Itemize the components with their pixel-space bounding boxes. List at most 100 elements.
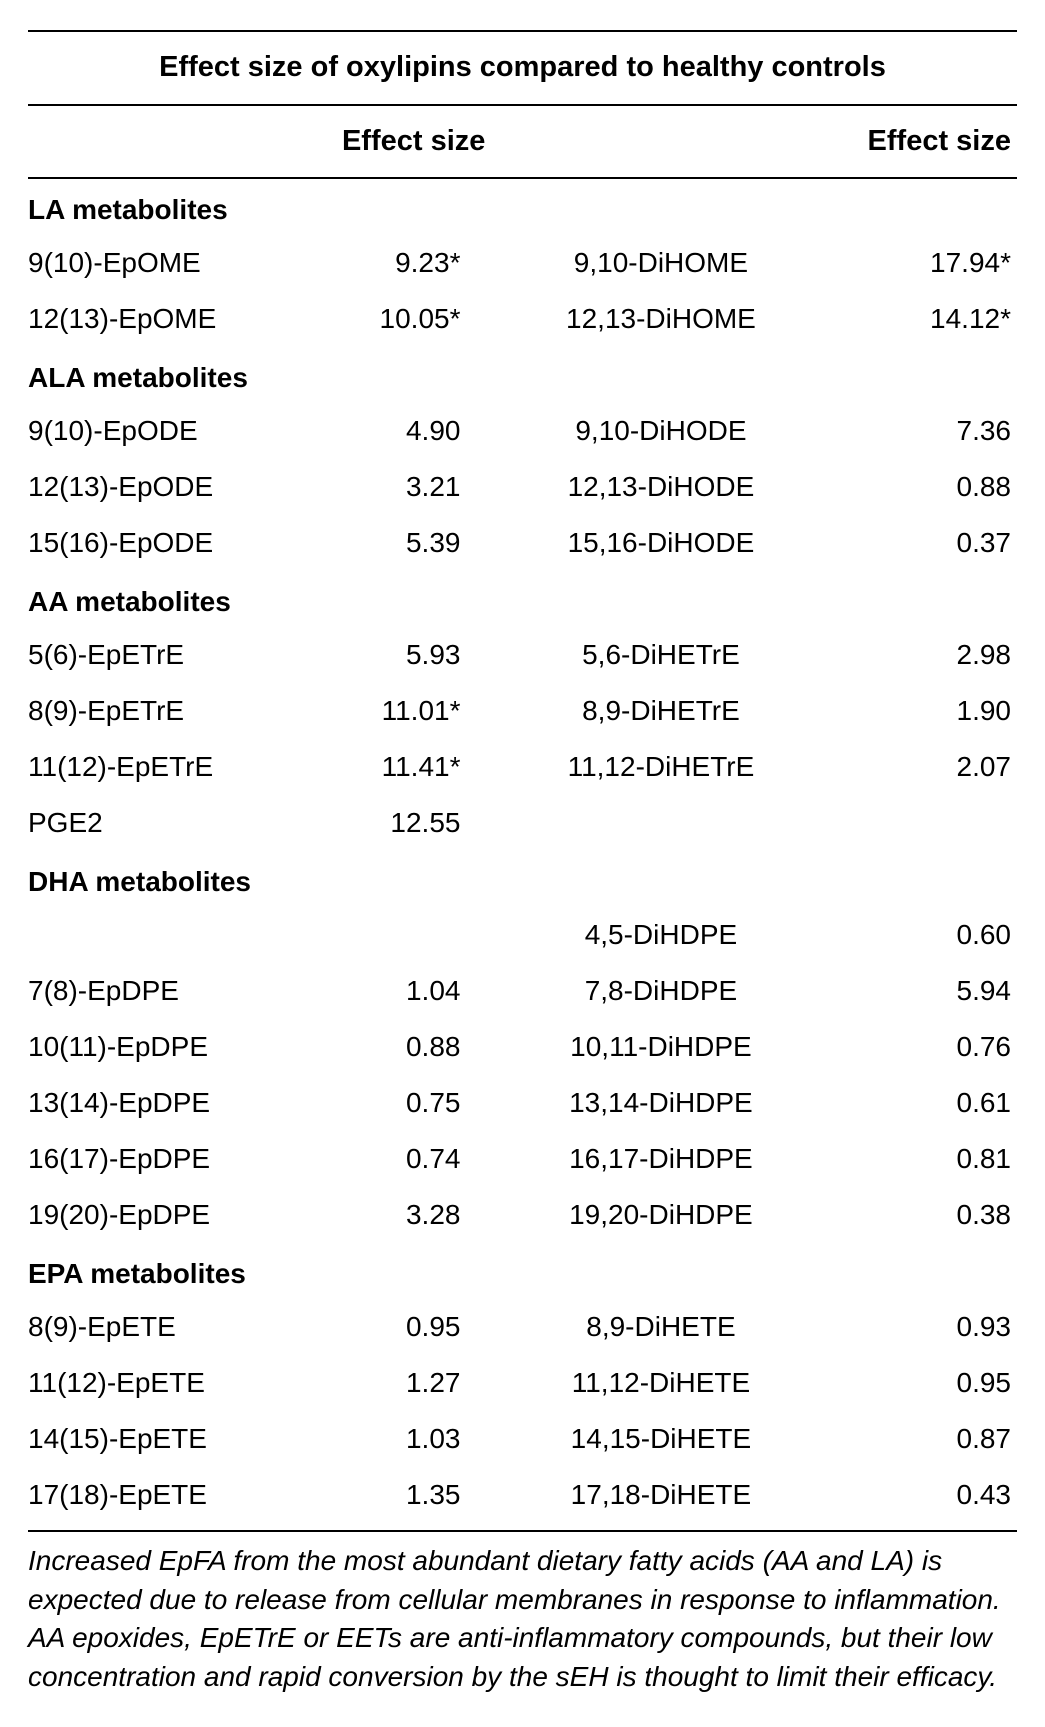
table-row: 10(11)-EpDPE0.8810,11-DiHDPE0.76 bbox=[28, 1019, 1017, 1075]
metabolite-left-name: 13(14)-EpDPE bbox=[28, 1075, 305, 1131]
effect-size-left: 9.23* bbox=[305, 235, 523, 291]
metabolite-right-name: 11,12-DiHETrE bbox=[522, 739, 799, 795]
table-row: PGE212.55 bbox=[28, 795, 1017, 851]
effect-size-right: 0.81 bbox=[799, 1131, 1017, 1187]
effect-size-right: 0.43 bbox=[799, 1467, 1017, 1531]
effect-size-right bbox=[799, 795, 1017, 851]
metabolite-left-name: 9(10)-EpOME bbox=[28, 235, 305, 291]
metabolite-right-name: 10,11-DiHDPE bbox=[522, 1019, 799, 1075]
metabolite-right-name: 15,16-DiHODE bbox=[522, 515, 799, 571]
effect-size-left: 0.75 bbox=[305, 1075, 523, 1131]
section-label: LA metabolites bbox=[28, 178, 1017, 235]
metabolite-left-name: 15(16)-EpODE bbox=[28, 515, 305, 571]
metabolite-right-name: 12,13-DiHOME bbox=[522, 291, 799, 347]
metabolite-right-name: 8,9-DiHETrE bbox=[522, 683, 799, 739]
col-header-left-name bbox=[28, 105, 305, 179]
effect-size-left: 4.90 bbox=[305, 403, 523, 459]
effect-size-right: 0.60 bbox=[799, 907, 1017, 963]
table-row: 7(8)-EpDPE1.047,8-DiHDPE5.94 bbox=[28, 963, 1017, 1019]
effect-size-left: 0.74 bbox=[305, 1131, 523, 1187]
metabolite-right-name: 9,10-DiHOME bbox=[522, 235, 799, 291]
effect-size-right: 0.37 bbox=[799, 515, 1017, 571]
metabolite-left-name bbox=[28, 907, 305, 963]
effect-size-left: 1.03 bbox=[305, 1411, 523, 1467]
effect-size-left: 0.95 bbox=[305, 1299, 523, 1355]
col-header-right-name bbox=[522, 105, 799, 179]
metabolite-left-name: 8(9)-EpETE bbox=[28, 1299, 305, 1355]
metabolite-left-name: 17(18)-EpETE bbox=[28, 1467, 305, 1531]
effect-size-right: 17.94* bbox=[799, 235, 1017, 291]
table-row: 4,5-DiHDPE0.60 bbox=[28, 907, 1017, 963]
metabolite-right-name: 11,12-DiHETE bbox=[522, 1355, 799, 1411]
table-row: 8(9)-EpETE0.958,9-DiHETE0.93 bbox=[28, 1299, 1017, 1355]
metabolite-left-name: 14(15)-EpETE bbox=[28, 1411, 305, 1467]
effect-size-right: 0.87 bbox=[799, 1411, 1017, 1467]
section-label: ALA metabolites bbox=[28, 347, 1017, 403]
table-row: 11(12)-EpETrE11.41*11,12-DiHETrE2.07 bbox=[28, 739, 1017, 795]
section-label: DHA metabolites bbox=[28, 851, 1017, 907]
section-header-row: AA metabolites bbox=[28, 571, 1017, 627]
metabolite-right-name: 17,18-DiHETE bbox=[522, 1467, 799, 1531]
effect-size-right: 5.94 bbox=[799, 963, 1017, 1019]
table-row: 16(17)-EpDPE0.7416,17-DiHDPE0.81 bbox=[28, 1131, 1017, 1187]
table-body: LA metabolites9(10)-EpOME9.23*9,10-DiHOM… bbox=[28, 178, 1017, 1531]
metabolite-left-name: 9(10)-EpODE bbox=[28, 403, 305, 459]
section-label: EPA metabolites bbox=[28, 1243, 1017, 1299]
metabolite-right-name: 12,13-DiHODE bbox=[522, 459, 799, 515]
effect-size-right: 7.36 bbox=[799, 403, 1017, 459]
section-label: AA metabolites bbox=[28, 571, 1017, 627]
effect-size-right: 0.93 bbox=[799, 1299, 1017, 1355]
effect-size-right: 2.98 bbox=[799, 627, 1017, 683]
effect-size-left: 1.04 bbox=[305, 963, 523, 1019]
effect-size-right: 0.88 bbox=[799, 459, 1017, 515]
effect-size-table: Effect size Effect size LA metabolites9(… bbox=[28, 104, 1017, 1533]
effect-size-right: 0.61 bbox=[799, 1075, 1017, 1131]
table-row: 12(13)-EpODE3.2112,13-DiHODE0.88 bbox=[28, 459, 1017, 515]
table-row: 5(6)-EpETrE5.935,6-DiHETrE2.98 bbox=[28, 627, 1017, 683]
metabolite-right-name bbox=[522, 795, 799, 851]
effect-size-left: 3.28 bbox=[305, 1187, 523, 1243]
table-row: 13(14)-EpDPE0.7513,14-DiHDPE0.61 bbox=[28, 1075, 1017, 1131]
effect-size-right: 2.07 bbox=[799, 739, 1017, 795]
effect-size-right: 1.90 bbox=[799, 683, 1017, 739]
table-caption: Increased EpFA from the most abundant di… bbox=[28, 1542, 1017, 1697]
metabolite-right-name: 9,10-DiHODE bbox=[522, 403, 799, 459]
metabolite-right-name: 5,6-DiHETrE bbox=[522, 627, 799, 683]
metabolite-right-name: 8,9-DiHETE bbox=[522, 1299, 799, 1355]
title-container: Effect size of oxylipins compared to hea… bbox=[28, 30, 1017, 104]
effect-size-left: 5.39 bbox=[305, 515, 523, 571]
metabolite-left-name: 11(12)-EpETrE bbox=[28, 739, 305, 795]
metabolite-left-name: 12(13)-EpOME bbox=[28, 291, 305, 347]
metabolite-left-name: 7(8)-EpDPE bbox=[28, 963, 305, 1019]
section-header-row: DHA metabolites bbox=[28, 851, 1017, 907]
metabolite-left-name: 19(20)-EpDPE bbox=[28, 1187, 305, 1243]
metabolite-left-name: 8(9)-EpETrE bbox=[28, 683, 305, 739]
effect-size-left: 11.01* bbox=[305, 683, 523, 739]
table-row: 8(9)-EpETrE11.01*8,9-DiHETrE1.90 bbox=[28, 683, 1017, 739]
metabolite-left-name: 11(12)-EpETE bbox=[28, 1355, 305, 1411]
effect-size-left: 11.41* bbox=[305, 739, 523, 795]
col-header-right-value: Effect size bbox=[799, 105, 1017, 179]
table-title: Effect size of oxylipins compared to hea… bbox=[28, 46, 1017, 90]
effect-size-left: 5.93 bbox=[305, 627, 523, 683]
table-row: 17(18)-EpETE1.3517,18-DiHETE0.43 bbox=[28, 1467, 1017, 1531]
effect-size-right: 0.95 bbox=[799, 1355, 1017, 1411]
effect-size-left: 10.05* bbox=[305, 291, 523, 347]
metabolite-right-name: 4,5-DiHDPE bbox=[522, 907, 799, 963]
effect-size-right: 14.12* bbox=[799, 291, 1017, 347]
table-row: 9(10)-EpODE4.909,10-DiHODE7.36 bbox=[28, 403, 1017, 459]
effect-size-right: 0.38 bbox=[799, 1187, 1017, 1243]
metabolite-right-name: 7,8-DiHDPE bbox=[522, 963, 799, 1019]
metabolite-right-name: 19,20-DiHDPE bbox=[522, 1187, 799, 1243]
effect-size-right: 0.76 bbox=[799, 1019, 1017, 1075]
table-row: 14(15)-EpETE1.0314,15-DiHETE0.87 bbox=[28, 1411, 1017, 1467]
table-header-row: Effect size Effect size bbox=[28, 105, 1017, 179]
metabolite-left-name: 10(11)-EpDPE bbox=[28, 1019, 305, 1075]
col-header-left-value: Effect size bbox=[305, 105, 523, 179]
effect-size-left: 3.21 bbox=[305, 459, 523, 515]
effect-size-left: 0.88 bbox=[305, 1019, 523, 1075]
table-row: 9(10)-EpOME9.23*9,10-DiHOME17.94* bbox=[28, 235, 1017, 291]
table-page: Effect size of oxylipins compared to hea… bbox=[0, 0, 1045, 1727]
metabolite-right-name: 16,17-DiHDPE bbox=[522, 1131, 799, 1187]
metabolite-right-name: 13,14-DiHDPE bbox=[522, 1075, 799, 1131]
